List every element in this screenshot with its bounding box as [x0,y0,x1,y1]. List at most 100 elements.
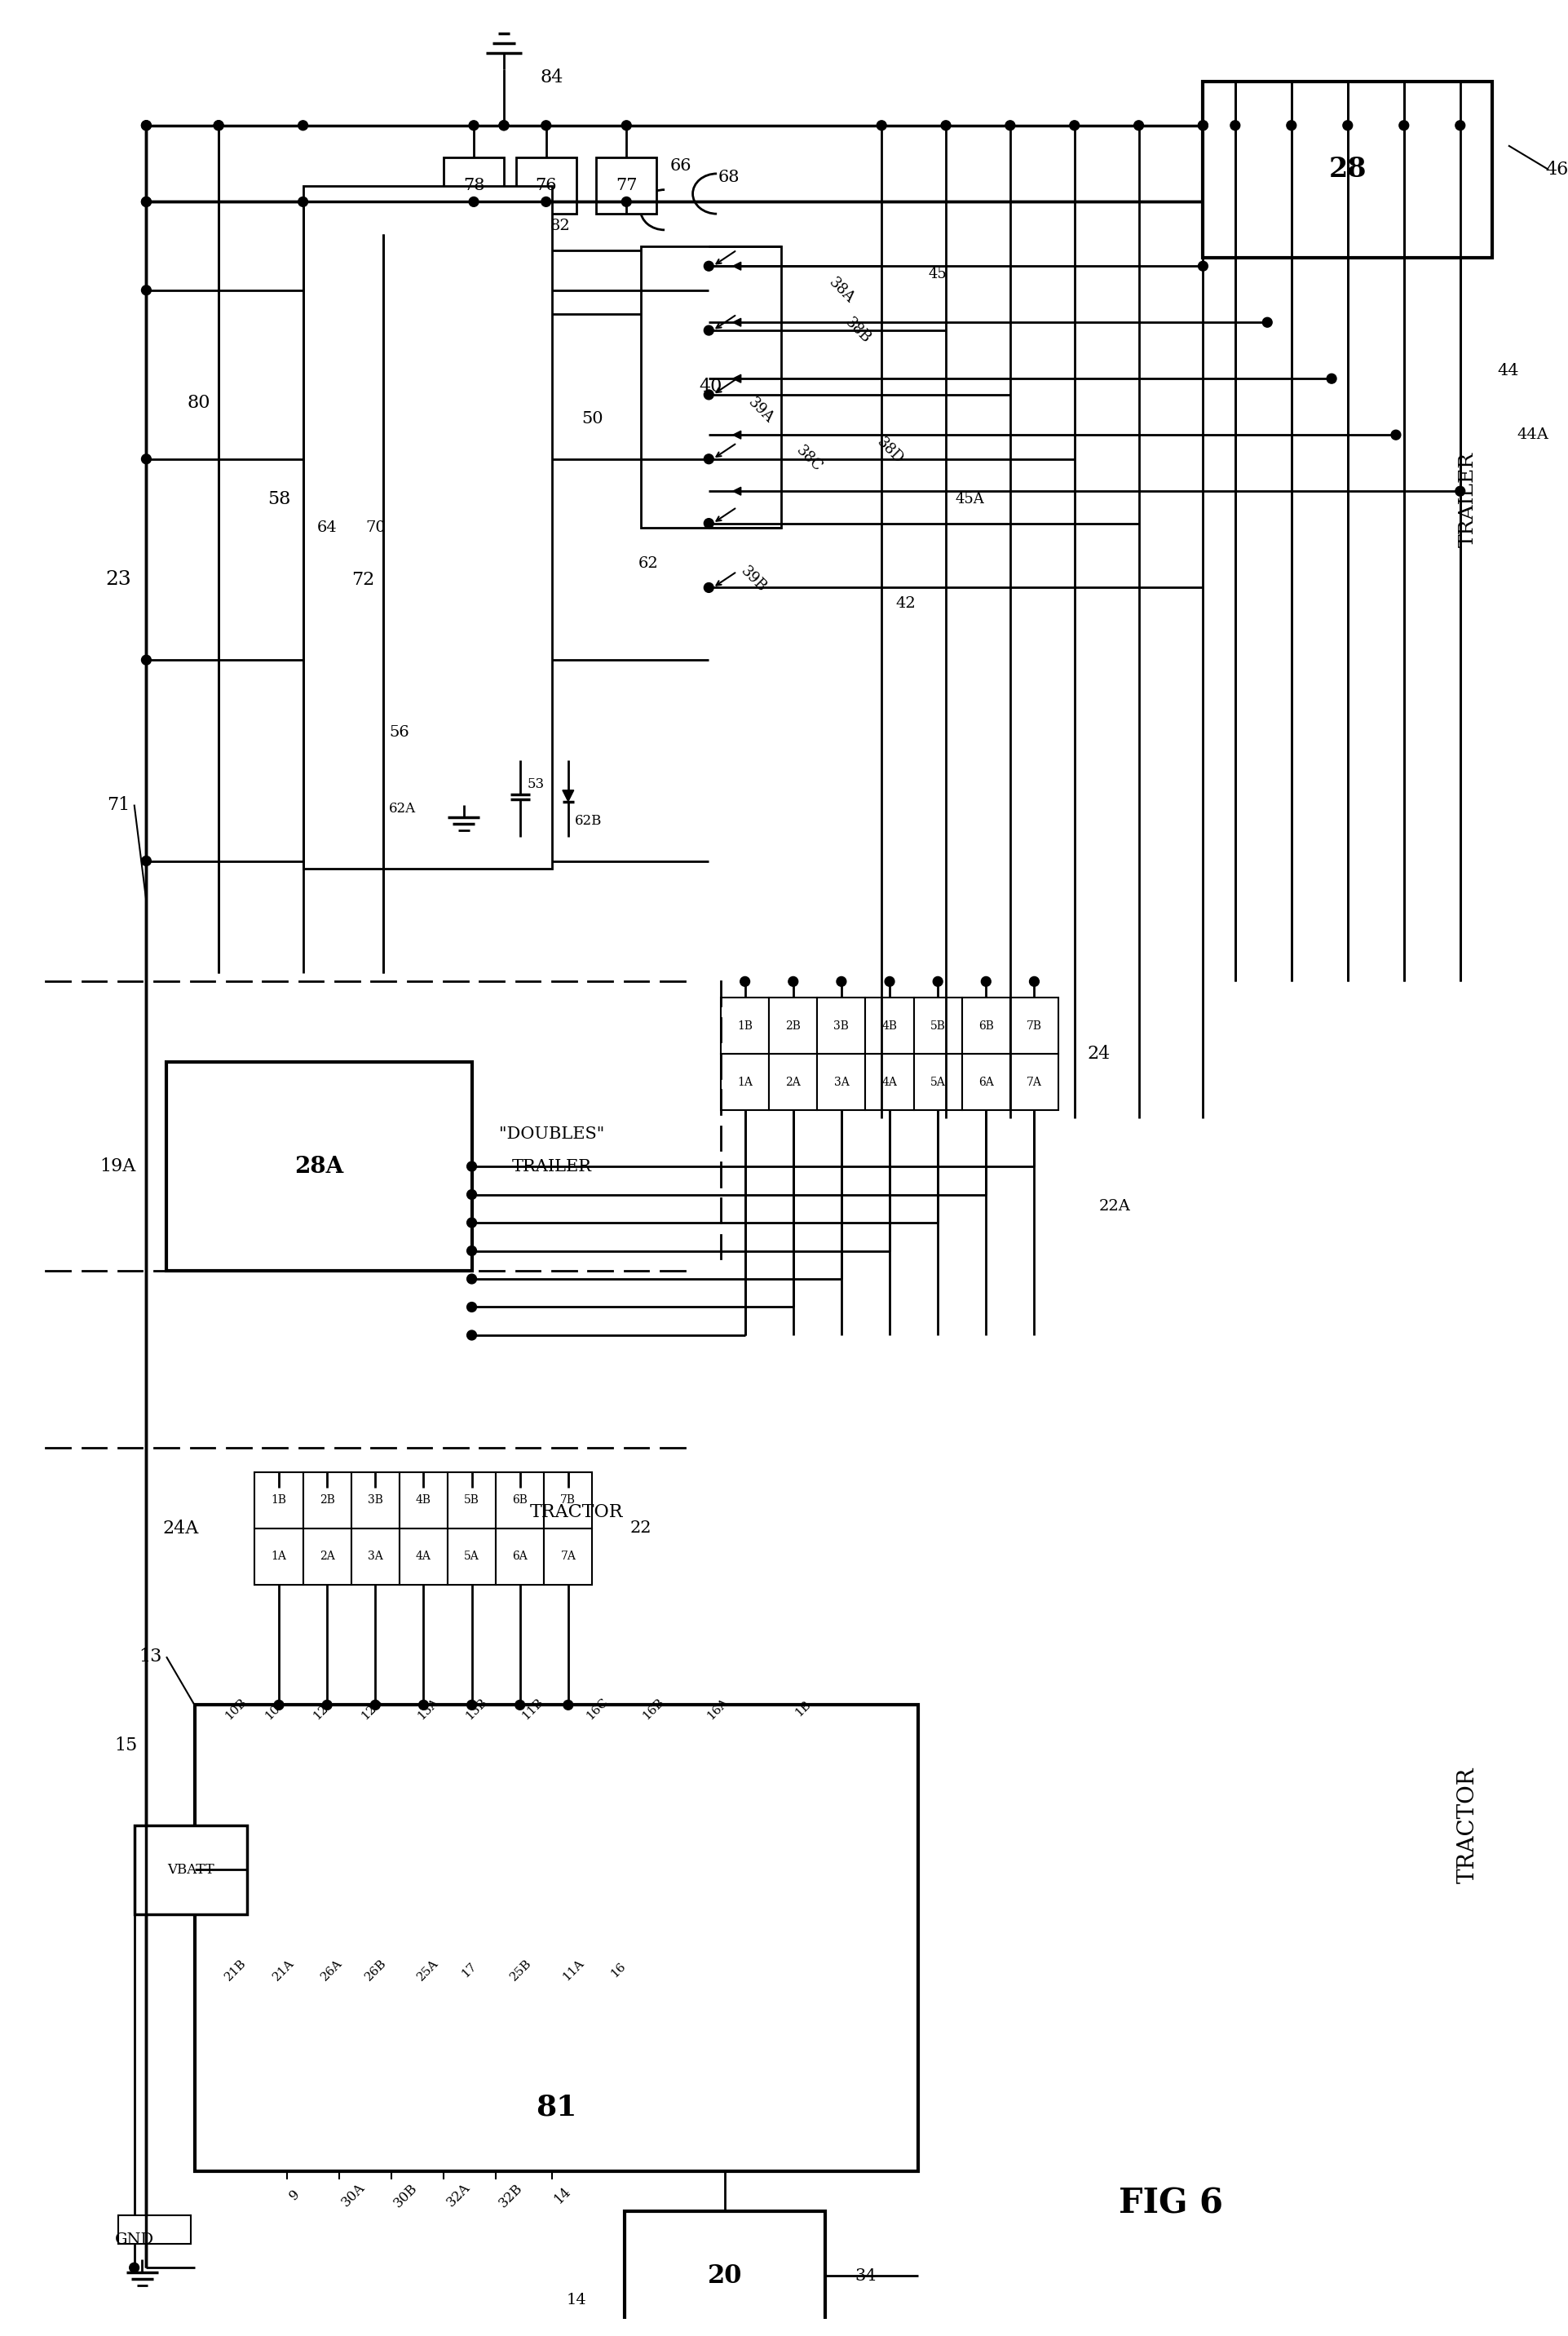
Polygon shape [732,488,740,495]
Text: 4A: 4A [881,1077,897,1089]
Bar [444,157,503,215]
Text: 62: 62 [638,556,659,570]
Circle shape [467,1189,477,1198]
Bar [961,1054,1010,1110]
Text: TRACTOR: TRACTOR [1457,1768,1479,1883]
Text: 32B: 32B [495,2182,525,2210]
Circle shape [419,1701,428,1710]
Circle shape [704,582,713,593]
Bar [866,997,913,1054]
Circle shape [704,453,713,465]
Bar [768,1054,817,1110]
Text: 14: 14 [566,2292,586,2308]
Circle shape [467,1332,477,1341]
Text: 23: 23 [105,570,132,589]
Bar [516,157,575,215]
Text: 16B: 16B [640,1696,666,1722]
Text: 32A: 32A [444,2182,472,2210]
Text: 22A: 22A [1098,1198,1131,1215]
Text: 1A: 1A [271,1551,287,1563]
Circle shape [370,1701,379,1710]
Bar [1010,997,1058,1054]
Text: 71: 71 [107,797,130,813]
Text: 62B: 62B [574,813,602,827]
Circle shape [1029,976,1038,986]
Circle shape [141,855,151,867]
Text: 5B: 5B [930,1021,946,1033]
Circle shape [541,196,550,206]
Circle shape [1198,121,1207,131]
Text: 2A: 2A [320,1551,334,1563]
Circle shape [621,196,630,206]
Circle shape [298,196,307,206]
Bar [351,1528,400,1584]
Bar [400,1472,447,1528]
Text: 11B: 11B [519,1696,546,1722]
Circle shape [1198,121,1207,131]
Text: 4B: 4B [881,1021,897,1033]
Circle shape [704,262,713,271]
Text: 10B: 10B [223,1696,248,1722]
Text: 2A: 2A [786,1077,800,1089]
Text: 21B: 21B [223,1958,248,1983]
Text: 66: 66 [670,159,691,173]
Text: 12B: 12B [359,1696,384,1722]
Text: 3B: 3B [367,1495,383,1507]
Text: 16C: 16C [583,1696,610,1722]
Circle shape [499,121,508,131]
Circle shape [1399,121,1408,131]
Circle shape [141,453,151,465]
Text: 9: 9 [287,2186,303,2203]
Polygon shape [732,262,740,271]
Bar [866,1054,913,1110]
Text: 25A: 25A [416,1958,441,1983]
Circle shape [836,976,845,986]
Bar [495,1472,544,1528]
Text: 12A: 12A [310,1696,337,1722]
Circle shape [467,1701,477,1710]
Bar [544,1472,593,1528]
Text: VBATT: VBATT [166,1862,213,1876]
Text: 1B: 1B [271,1495,287,1507]
Text: 3A: 3A [833,1077,848,1089]
Circle shape [467,1301,477,1313]
Bar [447,1472,495,1528]
Text: 78: 78 [463,178,485,194]
Circle shape [740,976,750,986]
Text: 58: 58 [267,491,290,509]
Bar [194,1705,917,2170]
Bar [1010,1054,1058,1110]
Text: 2B: 2B [320,1495,334,1507]
Text: 1A: 1A [737,1077,753,1089]
Polygon shape [563,790,574,801]
Polygon shape [732,318,740,327]
Text: 13B: 13B [464,1696,489,1722]
Text: 6B: 6B [978,1021,993,1033]
Text: 84: 84 [541,68,563,86]
Bar [303,185,552,869]
Polygon shape [732,374,740,383]
Circle shape [704,390,713,399]
Circle shape [141,285,151,294]
Bar [254,1472,303,1528]
Text: 6B: 6B [513,1495,527,1507]
Bar [913,997,961,1054]
Text: 5A: 5A [464,1551,480,1563]
Circle shape [1455,486,1465,495]
Polygon shape [732,430,740,439]
Text: 45: 45 [928,266,947,280]
Text: 21A: 21A [271,1958,296,1983]
Text: 82: 82 [550,220,569,234]
Text: 39B: 39B [737,563,768,596]
Text: 7B: 7B [560,1495,575,1507]
Text: 26B: 26B [364,1958,389,1983]
Text: 5A: 5A [930,1077,946,1089]
Bar [913,1054,961,1110]
Bar [817,1054,866,1110]
Text: 56: 56 [389,724,409,741]
Text: 44A: 44A [1516,427,1548,442]
Circle shape [1229,121,1239,131]
Bar [135,1824,246,1913]
Text: 30B: 30B [390,2182,420,2210]
Text: 64: 64 [317,521,337,535]
